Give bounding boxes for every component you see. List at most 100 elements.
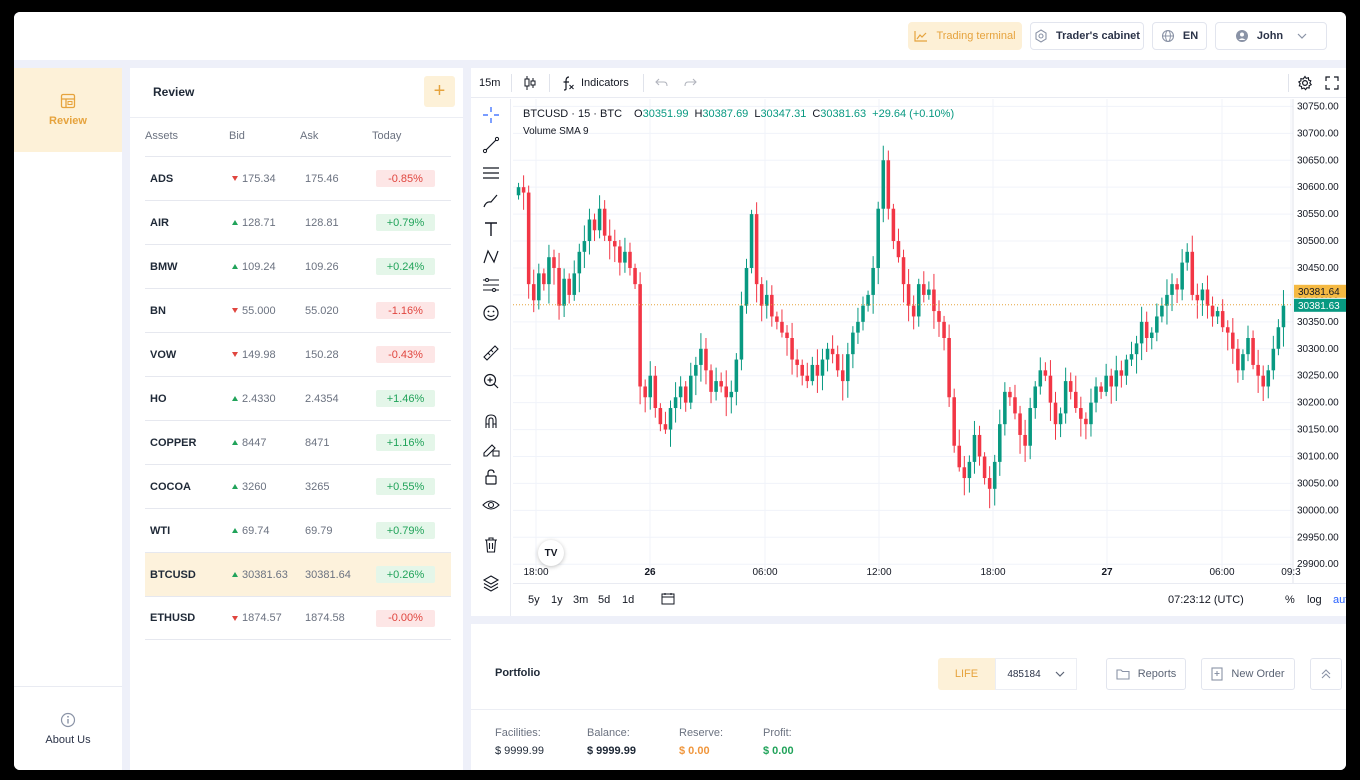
candle-body (982, 456, 987, 479)
candlestick-chart[interactable]: 30750.00 30700.00 30650.00 30600.00 30550.00… (513, 99, 1346, 584)
candle-body (866, 294, 870, 306)
reports-button[interactable]: Reports (1106, 658, 1186, 690)
candle-body (1043, 370, 1048, 376)
candle-type-button[interactable] (523, 68, 537, 98)
candle-body (1079, 408, 1083, 419)
pattern-tool[interactable] (481, 247, 501, 267)
interval-button[interactable]: 15m (479, 68, 500, 98)
asset-row[interactable]: BMW 109.24 109.26 +0.24% (145, 244, 451, 288)
brush-icon (483, 194, 498, 208)
brush-tool[interactable] (481, 191, 501, 211)
traders-cabinet-button[interactable]: Trader's cabinet (1030, 22, 1144, 50)
ask-value: 175.46 (305, 172, 339, 185)
asset-row[interactable]: HO 2.4330 2.4354 +1.46% (145, 376, 451, 420)
chart-settings-button[interactable] (1297, 68, 1313, 98)
sidebar-item-about[interactable]: About Us (14, 686, 122, 770)
emoji-tool[interactable] (481, 303, 501, 323)
candle-body (800, 364, 804, 376)
candle-body (891, 208, 896, 242)
column-ask: Ask (300, 130, 319, 142)
add-asset-button[interactable]: + (424, 76, 455, 107)
zoom-tool[interactable] (481, 371, 501, 391)
asset-row[interactable]: COCOA 3260 3265 +0.55% (145, 464, 451, 508)
lock-tool[interactable] (481, 467, 501, 487)
ruler-tool[interactable] (481, 343, 501, 363)
candle-body (835, 354, 840, 371)
text-tool[interactable] (481, 219, 501, 239)
asset-row[interactable]: BN 55.000 55.020 -1.16% (145, 288, 451, 332)
drawing-toolbar (471, 99, 511, 616)
change-badge: +1.46% (376, 390, 435, 407)
indicators-label: Indicators (581, 77, 629, 89)
ask-value: 69.79 (305, 524, 333, 537)
account-type-badge[interactable]: LIFE (938, 658, 995, 690)
delete-tool[interactable] (481, 535, 501, 555)
y-tick-label: 30350.00 (1297, 317, 1339, 328)
redo-button[interactable] (683, 68, 697, 98)
range-5d[interactable]: 5d (598, 594, 611, 606)
candle-body (1109, 375, 1114, 387)
ask-value: 128.81 (305, 216, 339, 229)
horizontal-lines-tool[interactable] (481, 163, 501, 183)
asset-row[interactable]: BTCUSD 30381.63 30381.64 +0.26% (145, 552, 451, 596)
close-label: C (812, 108, 821, 120)
new-order-button[interactable]: New Order (1201, 658, 1295, 690)
candle-body (577, 251, 582, 274)
hide-tool[interactable] (481, 495, 501, 515)
candle-body (1246, 338, 1250, 355)
bid-cell: 149.98 (232, 349, 276, 361)
sidebar-item-review[interactable]: Review (14, 68, 122, 152)
candle-body (1068, 381, 1073, 392)
account-select[interactable]: 485184 (995, 658, 1077, 690)
asset-row[interactable]: COPPER 8447 8471 +1.16% (145, 420, 451, 464)
asset-row[interactable]: ETHUSD 1874.57 1874.58 -0.00% (145, 596, 451, 640)
range-1y[interactable]: 1y (551, 594, 563, 606)
y-tick-label: 30150.00 (1297, 425, 1339, 436)
asset-name: BMW (150, 260, 178, 273)
candle-body (972, 434, 977, 462)
undo-button[interactable] (655, 68, 669, 98)
candle-body (901, 257, 906, 285)
percent-toggle[interactable]: % (1285, 594, 1295, 606)
asset-row[interactable]: AIR 128.71 128.81 +0.79% (145, 200, 451, 244)
candle-body (1195, 294, 1200, 301)
candle-body (911, 305, 916, 317)
y-tick-label: 30300.00 (1297, 344, 1339, 355)
log-toggle[interactable]: log (1307, 594, 1322, 606)
candle-body (947, 338, 951, 398)
asset-row[interactable]: WTI 69.74 69.79 +0.79% (145, 508, 451, 552)
collapse-portfolio-button[interactable] (1310, 658, 1342, 690)
indicators-button[interactable]: Indicators (561, 68, 629, 98)
divider (549, 74, 550, 92)
fullscreen-button[interactable] (1325, 68, 1339, 98)
candle-body (957, 445, 962, 468)
candles-icon (524, 76, 536, 90)
column-bid: Bid (229, 130, 245, 142)
price-chart[interactable]: 30750.00 30700.00 30650.00 30600.00 30550.00… (513, 99, 1346, 616)
redo-icon (684, 78, 697, 87)
bid-cell: 128.71 (232, 217, 276, 229)
tradingview-logo[interactable]: TV (538, 540, 564, 566)
eye-icon (482, 500, 500, 510)
range-5y[interactable]: 5y (528, 594, 540, 606)
trading-terminal-button[interactable]: Trading terminal (908, 22, 1022, 50)
user-menu-button[interactable]: John (1215, 22, 1327, 50)
date-range-button[interactable] (661, 592, 675, 609)
text-icon (485, 222, 497, 236)
asset-row[interactable]: VOW 149.98 150.28 -0.43% (145, 332, 451, 376)
range-1d[interactable]: 1d (622, 594, 635, 606)
candle-body (851, 332, 855, 355)
range-3m[interactable]: 3m (573, 594, 589, 606)
trend-line-tool[interactable] (481, 135, 501, 155)
candle-body (729, 391, 734, 398)
language-button[interactable]: EN (1152, 22, 1207, 50)
asset-row[interactable]: ADS 175.34 175.46 -0.85% (145, 156, 451, 200)
crosshair-tool[interactable] (481, 105, 501, 125)
candle-body (699, 348, 703, 365)
layers-tool[interactable] (481, 573, 501, 593)
candle-body (962, 467, 967, 479)
magnet-tool[interactable] (481, 411, 501, 431)
lock-drawing-tool[interactable] (481, 439, 501, 459)
prediction-tool[interactable] (481, 275, 501, 295)
auto-toggle[interactable]: auto (1333, 594, 1346, 606)
